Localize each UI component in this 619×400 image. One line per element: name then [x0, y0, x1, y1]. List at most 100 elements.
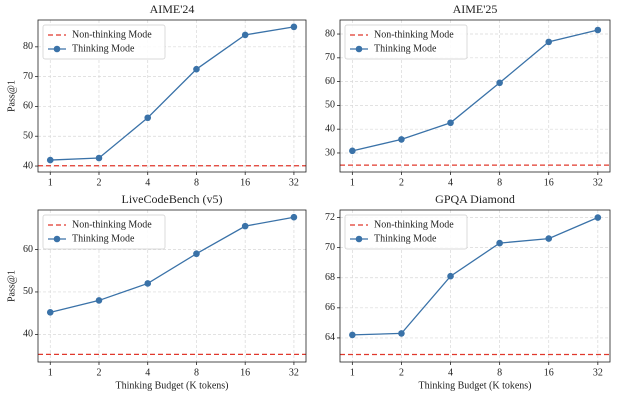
y-tick-label: 68	[325, 272, 335, 283]
legend-box	[344, 214, 468, 250]
point	[46, 309, 54, 316]
subplot-title: GPQA Diamond	[435, 192, 515, 206]
y-tick-label: 66	[325, 302, 335, 313]
point	[594, 214, 602, 221]
point	[594, 26, 602, 34]
point	[95, 297, 103, 304]
y-tick-label: 40	[23, 329, 33, 340]
y-tick-label: 60	[23, 101, 33, 112]
y-tick-label: 72	[325, 212, 335, 223]
y-tick-label: 70	[23, 71, 33, 82]
legend-box	[42, 214, 166, 250]
point	[193, 65, 200, 73]
legend-label: Thinking Mode	[72, 43, 135, 54]
point	[144, 280, 152, 287]
x-axis-label: Thinking Budget (K tokens)	[418, 380, 531, 391]
x-tick-label: 16	[544, 177, 554, 188]
legend-label: Thinking Mode	[374, 233, 437, 244]
legend-label: Non-thinking Mode	[374, 29, 454, 40]
plot-frame	[339, 19, 611, 173]
point	[46, 156, 54, 164]
subplot-title: LiveCodeBench (v5)	[122, 192, 223, 206]
series-line	[352, 216, 599, 336]
y-axis-label: Pass@1	[6, 80, 17, 112]
y-tick-label: 64	[325, 332, 335, 343]
point	[398, 330, 405, 337]
point	[545, 235, 553, 242]
plot-frame	[37, 19, 307, 173]
legend-marker	[355, 45, 363, 53]
x-tick-label: 1	[48, 177, 53, 188]
point	[193, 250, 200, 258]
plot-frame	[339, 209, 611, 363]
y-tick-label: 70	[325, 242, 335, 253]
x-tick-label: 16	[240, 367, 250, 378]
x-tick-label: 4	[145, 367, 150, 378]
x-tick-label: 2	[96, 177, 101, 188]
point	[545, 38, 553, 46]
legend-marker	[53, 235, 61, 243]
x-tick-label: 32	[289, 367, 299, 378]
point	[447, 119, 454, 127]
series-line	[50, 216, 295, 313]
point	[496, 239, 503, 247]
x-tick-label: 2	[399, 367, 404, 378]
point	[447, 272, 454, 280]
series-line	[50, 26, 295, 161]
legend-marker	[53, 45, 61, 53]
x-tick-label: 8	[194, 367, 199, 378]
point	[290, 213, 298, 221]
x-tick-label: 1	[350, 177, 355, 188]
subplot-title: AIME'25	[453, 2, 498, 16]
legend-label: Thinking Mode	[374, 43, 437, 54]
y-tick-label: 50	[23, 131, 33, 142]
x-tick-label: 8	[497, 177, 502, 188]
x-tick-label: 32	[289, 177, 299, 188]
x-tick-label: 16	[544, 367, 554, 378]
point	[95, 154, 103, 162]
x-tick-label: 1	[350, 367, 355, 378]
x-tick-label: 4	[145, 177, 150, 188]
x-tick-label: 32	[593, 177, 603, 188]
point	[144, 114, 152, 122]
plot-frame	[37, 209, 307, 363]
x-tick-label: 2	[399, 177, 404, 188]
point	[398, 136, 405, 143]
y-tick-label: 80	[23, 41, 33, 52]
y-tick-label: 50	[23, 286, 33, 297]
y-tick-label: 60	[23, 244, 33, 255]
legend-box	[344, 24, 468, 60]
legend-label: Non-thinking Mode	[72, 29, 152, 40]
y-tick-label: 80	[325, 28, 335, 39]
y-tick-label: 50	[325, 100, 335, 111]
x-tick-label: 8	[194, 177, 199, 188]
legend-marker	[355, 235, 363, 243]
point	[241, 222, 249, 230]
legend-label: Non-thinking Mode	[72, 219, 152, 230]
subplot-title: AIME'24	[150, 2, 195, 16]
point	[241, 31, 249, 39]
series-line	[352, 29, 598, 152]
legend-box	[42, 24, 166, 60]
point	[496, 79, 503, 87]
y-tick-label: 40	[325, 123, 335, 134]
y-tick-label: 60	[325, 76, 335, 87]
point	[349, 147, 356, 155]
x-tick-label: 2	[96, 367, 101, 378]
y-tick-label: 30	[325, 147, 335, 158]
legend-label: Non-thinking Mode	[374, 219, 454, 230]
y-tick-label: 40	[23, 160, 33, 171]
y-axis-label: Pass@1	[6, 270, 17, 302]
point	[290, 23, 298, 31]
x-tick-label: 4	[448, 177, 453, 188]
x-tick-label: 32	[593, 367, 603, 378]
x-tick-label: 4	[448, 367, 453, 378]
x-tick-label: 8	[497, 367, 502, 378]
legend-label: Thinking Mode	[72, 233, 135, 244]
x-tick-label: 1	[48, 367, 53, 378]
point	[349, 331, 356, 339]
x-axis-label: Thinking Budget (K tokens)	[115, 380, 228, 391]
y-tick-label: 70	[325, 52, 335, 63]
x-tick-label: 16	[240, 177, 250, 188]
